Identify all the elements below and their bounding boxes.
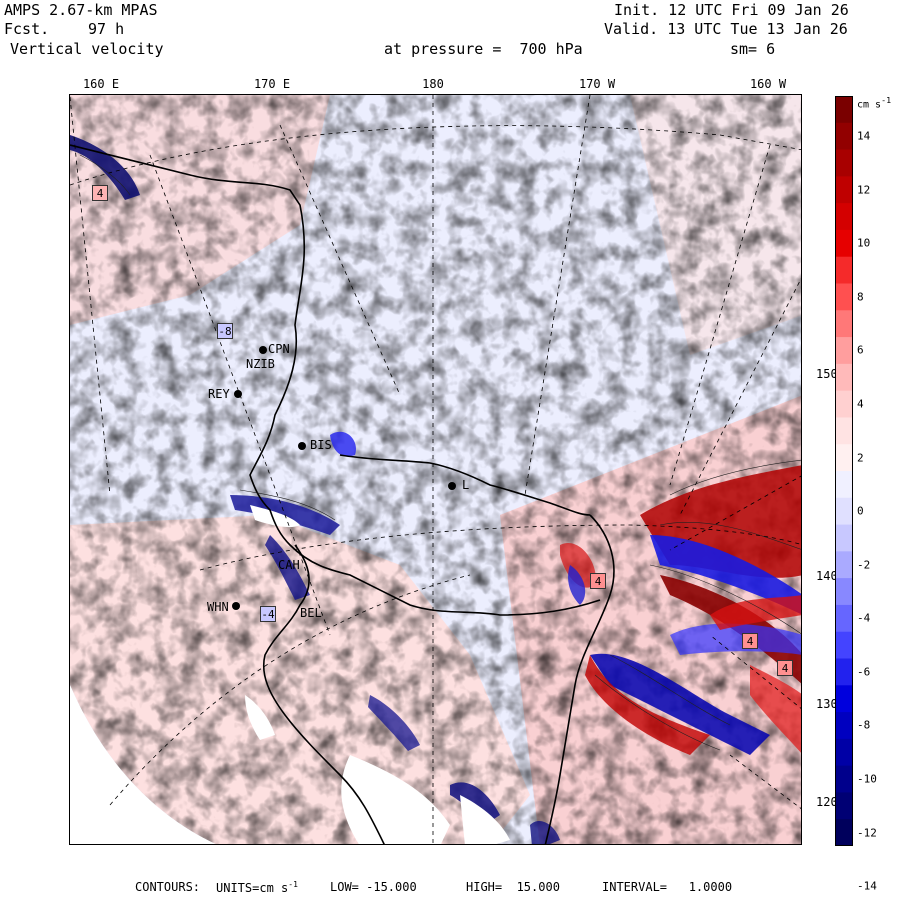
station-dot-l	[448, 482, 456, 490]
colorbar-tick-label: 2	[857, 451, 864, 465]
pressure-level: at pressure = 700 hPa	[384, 40, 583, 58]
boxed-value-6: -4	[260, 606, 276, 622]
valid-time: Valid. 13 UTC Tue 13 Jan 26	[604, 20, 848, 38]
colorbar-swatch	[835, 176, 853, 204]
model-domain	[70, 95, 801, 844]
colorbar-tick-label: 0	[857, 504, 864, 518]
terrain-mask	[245, 505, 510, 844]
colorbar-units: cm s-1	[857, 95, 891, 110]
colorbar-tick-label: -8	[857, 718, 871, 732]
footer-contours: CONTOURS:	[135, 880, 201, 894]
lon-label-160e: 160 E	[82, 77, 120, 91]
colorbar-tick-label: 12	[857, 183, 871, 197]
boxed-value-5: 4	[590, 573, 606, 589]
colorbar-swatch	[835, 122, 853, 151]
colorbar-tick-label: 10	[857, 236, 871, 250]
colorbar-swatch	[835, 96, 853, 124]
station-label-whn: WHN	[207, 600, 229, 614]
colorbar-tick-label: 14	[857, 129, 871, 143]
map-canvas	[70, 95, 801, 844]
lon-label-160w: 160 W	[749, 77, 787, 91]
station-dot-rey	[234, 390, 242, 398]
colorbar-swatch	[835, 712, 853, 740]
colorbar-units-text: cm s	[857, 99, 882, 111]
colorbar-swatch	[835, 256, 853, 284]
footer-units-text: UNITS=cm s	[216, 881, 289, 895]
colorbar-swatch	[835, 310, 853, 338]
footer-units: UNITS=cm s-1	[216, 880, 298, 895]
station-label-rey: REY	[208, 387, 230, 401]
colorbar-swatch	[835, 792, 853, 820]
boxed-value-2: -8	[217, 323, 233, 339]
station-label-bis: BIS	[310, 438, 332, 452]
contours	[79, 154, 801, 751]
station-label-cpn: CPN	[268, 342, 290, 356]
colorbar-swatch	[835, 497, 853, 526]
colorbar-swatch	[835, 819, 853, 846]
lon-label-170e: 170 E	[253, 77, 291, 91]
colorbar-units-sup: -1	[881, 95, 892, 105]
colorbar-border	[835, 96, 853, 846]
station-dot-bis	[298, 442, 306, 450]
colorbar-tick-label: 6	[857, 343, 864, 357]
colorbar-swatch	[835, 337, 853, 365]
footer-high: HIGH= 15.000	[466, 880, 560, 894]
station-dot-whn	[232, 602, 240, 610]
colorbar-swatch	[835, 149, 853, 177]
colorbar-swatch	[835, 765, 853, 793]
colorbar-swatch	[835, 363, 853, 392]
colorbar-swatch	[835, 738, 853, 767]
colorbar-swatch	[835, 685, 853, 713]
init-time: Init. 12 UTC Fri 09 Jan 26	[614, 1, 849, 19]
station-label-nzib: NZIB	[246, 357, 275, 371]
forecast-hour: 97 h	[88, 20, 125, 38]
smoothing: sm= 6	[730, 40, 776, 58]
colorbar-swatch	[835, 631, 853, 659]
forecast-label: Fcst.	[4, 20, 50, 38]
mountain-waves-se	[560, 465, 801, 755]
colorbar-tick-label: 8	[857, 290, 864, 304]
colorbar-swatch	[835, 578, 853, 606]
station-label-l: L	[462, 478, 470, 492]
colorbar-swatch	[835, 444, 853, 472]
footer-interval: INTERVAL= 1.0000	[602, 880, 733, 894]
vertical-velocity-map: CPN NZIB REY BIS L CAH WHN BEL 4 -8 4 4 …	[69, 94, 802, 845]
station-label-bel: BEL	[300, 606, 322, 620]
footer-units-sup: -1	[288, 880, 298, 889]
colorbar-swatch	[835, 551, 853, 579]
colorbar-tick-label: -10	[857, 772, 877, 786]
lon-label-170w: 170 W	[578, 77, 616, 91]
colorbar-tick-label: 4	[857, 397, 864, 411]
colorbar-swatch	[835, 229, 853, 258]
boxed-value-1: 4	[92, 185, 108, 201]
colorbar-tick-label: -12	[857, 826, 877, 840]
model-title: AMPS 2.67-km MPAS	[4, 1, 158, 19]
lon-label-180: 180	[422, 77, 444, 91]
station-dot-cpn	[259, 346, 267, 354]
colorbar-tick-label: -6	[857, 665, 871, 679]
colorbar-swatch	[835, 283, 853, 311]
colorbar-tick-label: -2	[857, 558, 871, 572]
colorbar-swatch	[835, 390, 853, 418]
colorbar-swatch	[835, 471, 853, 499]
coastline	[70, 144, 615, 844]
boxed-value-4: 4	[777, 660, 793, 676]
colorbar	[835, 96, 853, 846]
field-name: Vertical velocity	[10, 40, 164, 58]
station-label-cah: CAH	[278, 558, 300, 572]
colorbar-swatch	[835, 524, 853, 552]
colorbar-swatch	[835, 604, 853, 633]
colorbar-tick-label: -14	[857, 879, 877, 893]
colorbar-swatch	[835, 417, 853, 445]
colorbar-swatch	[835, 203, 853, 231]
footer-low: LOW= -15.000	[330, 880, 417, 894]
colorbar-tick-label: -4	[857, 611, 871, 625]
boxed-value-3: 4	[742, 633, 758, 649]
colorbar-swatch	[835, 658, 853, 686]
